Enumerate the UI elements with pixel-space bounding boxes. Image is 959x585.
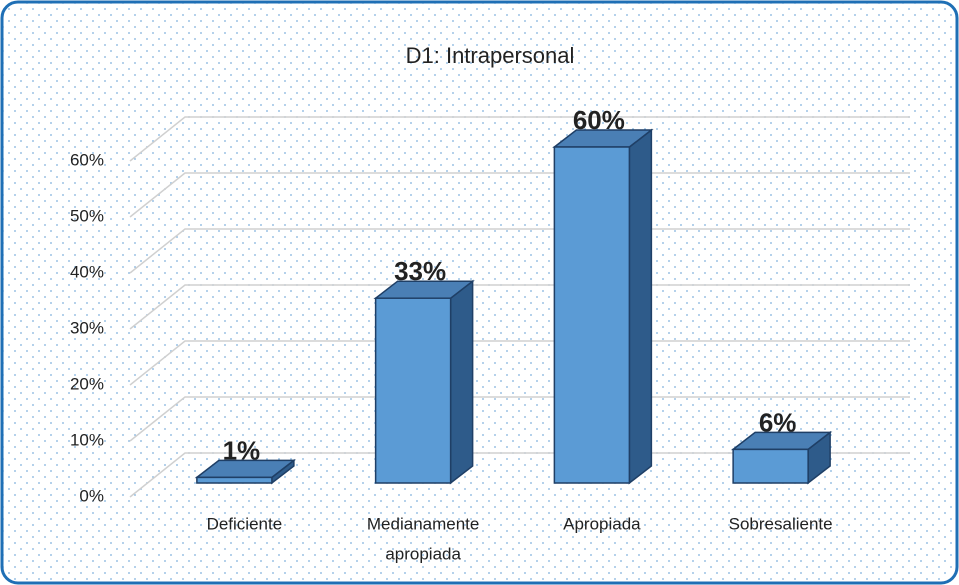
grid-line: [129, 340, 910, 386]
grid-line: [129, 116, 910, 162]
y-tick-label: 50%: [70, 206, 104, 225]
grid-line: [129, 452, 910, 498]
x-tick-label: Sobresaliente: [729, 514, 833, 533]
bar-side: [628, 128, 653, 485]
bar: [196, 476, 273, 484]
x-tick-label: Apropiada: [563, 514, 641, 533]
y-tick-label: 40%: [70, 262, 104, 281]
grid-line: [129, 396, 910, 442]
value-label: 60%: [573, 105, 625, 135]
bar-side: [449, 279, 474, 485]
grid-line: [129, 284, 910, 330]
chart-title: D1: Intrapersonal: [406, 43, 575, 68]
bar: [732, 448, 809, 484]
y-tick-label: 30%: [70, 318, 104, 337]
bar: [553, 146, 631, 484]
grid-line: [129, 228, 910, 274]
value-label: 6%: [759, 407, 797, 437]
y-tick-label: 10%: [70, 430, 104, 449]
grid-line: [129, 172, 910, 218]
y-tick-label: 60%: [70, 150, 104, 169]
value-label: 1%: [223, 435, 261, 465]
x-tick-label: Deficiente: [207, 514, 283, 533]
x-tick-label: Medianamente: [367, 514, 479, 533]
x-tick-label: apropiada: [385, 544, 461, 563]
bar: [374, 297, 452, 484]
y-tick-label: 20%: [70, 374, 104, 393]
y-tick-label: 0%: [79, 486, 104, 505]
value-label: 33%: [394, 256, 446, 286]
